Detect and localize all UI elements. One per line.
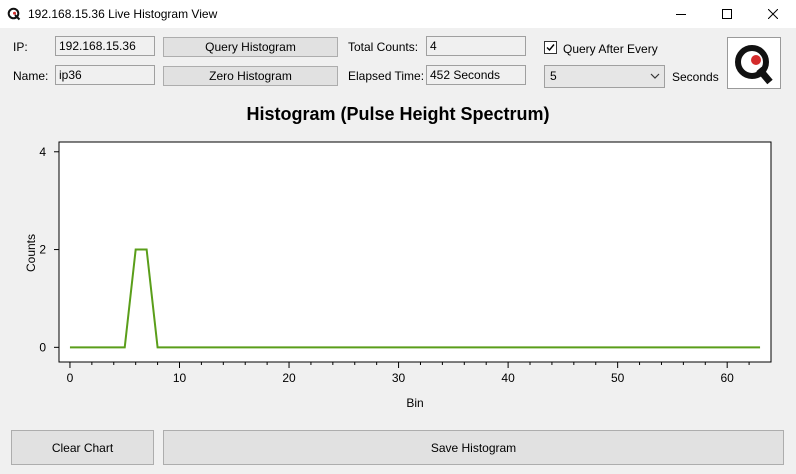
x-tick-label: 10 [173,371,187,385]
clear-chart-button[interactable]: Clear Chart [11,430,154,465]
minimize-icon [676,14,686,15]
elapsed-time-field: 452 Seconds [426,65,526,85]
save-histogram-label: Save Histogram [430,440,517,455]
window-titlebar: 192.168.15.36 Live Histogram View [0,0,796,28]
save-histogram-button[interactable]: Save Histogram [163,430,784,465]
maximize-button[interactable] [704,0,750,28]
series-line [69,248,761,349]
ip-field[interactable]: 192.168.15.36 [55,36,155,56]
query-interval-value: 5 [550,69,557,83]
zero-histogram-label: Zero Histogram [209,69,292,83]
checkmark-icon [546,44,555,52]
maximize-icon [722,9,732,19]
name-field[interactable]: ip36 [55,65,155,85]
y-tick-label: 4 [39,145,46,159]
query-histogram-button[interactable]: Query Histogram [163,37,338,57]
chevron-down-icon [650,73,660,79]
window-title: 192.168.15.36 Live Histogram View [28,7,218,21]
x-tick-label: 0 [67,371,74,385]
interval-unit-label: Seconds [672,70,719,84]
clear-chart-label: Clear Chart [51,440,114,455]
query-after-every-checkbox[interactable] [544,41,557,54]
q-logo-icon [735,45,773,85]
x-axis-label: Bin [406,396,423,410]
query-interval-select[interactable]: 5 [544,65,665,88]
x-tick-label: 60 [721,371,735,385]
y-axis-label: Counts [24,234,38,272]
name-label: Name: [13,69,49,83]
chart-title: Histogram (Pulse Height Spectrum) [246,104,550,124]
query-after-every-label: Query After Every [563,42,658,56]
elapsed-time-label: Elapsed Time: [348,69,425,83]
y-tick-label: 0 [39,340,46,354]
close-button[interactable] [750,0,796,28]
ip-label: IP: [13,40,28,54]
query-histogram-label: Query Histogram [205,40,296,54]
total-counts-field: 4 [426,36,526,56]
plot-area [58,141,772,363]
x-tick-label: 30 [392,371,406,385]
minimize-button[interactable] [658,0,704,28]
total-counts-label: Total Counts: [348,40,419,54]
company-logo [727,37,781,89]
x-tick-label: 20 [282,371,296,385]
zero-histogram-button[interactable]: Zero Histogram [163,66,338,86]
close-icon [768,9,778,19]
q-logo-icon [7,7,21,21]
x-tick-label: 40 [501,371,515,385]
x-tick-label: 50 [611,371,625,385]
y-tick-label: 2 [39,243,46,257]
